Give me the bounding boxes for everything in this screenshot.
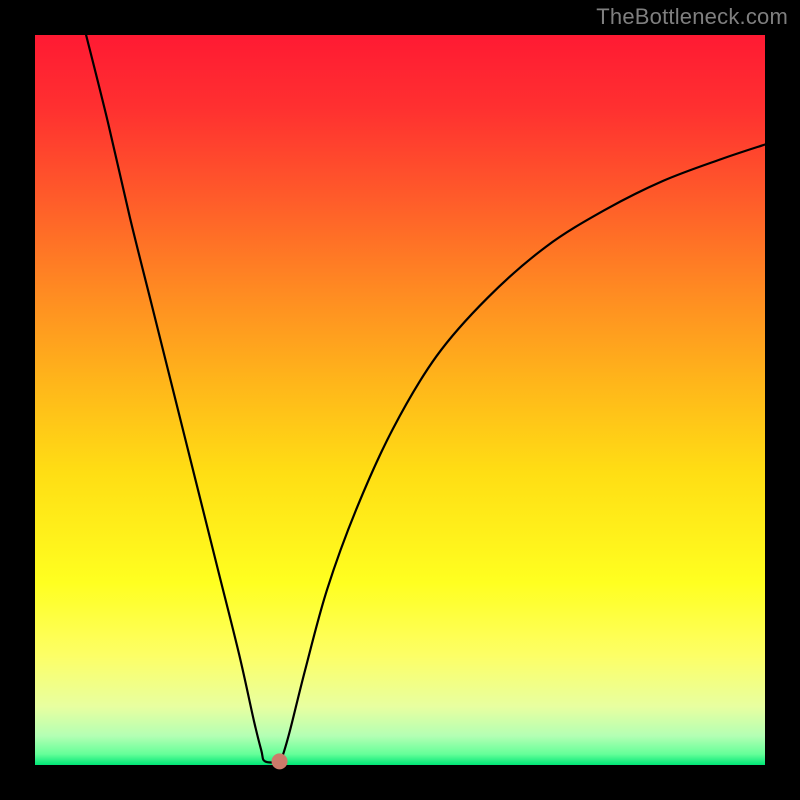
watermark-text: TheBottleneck.com xyxy=(596,4,788,30)
plot-background xyxy=(35,35,765,765)
chart-svg xyxy=(0,0,800,800)
optimal-point-marker xyxy=(272,753,288,769)
bottleneck-chart: TheBottleneck.com xyxy=(0,0,800,800)
